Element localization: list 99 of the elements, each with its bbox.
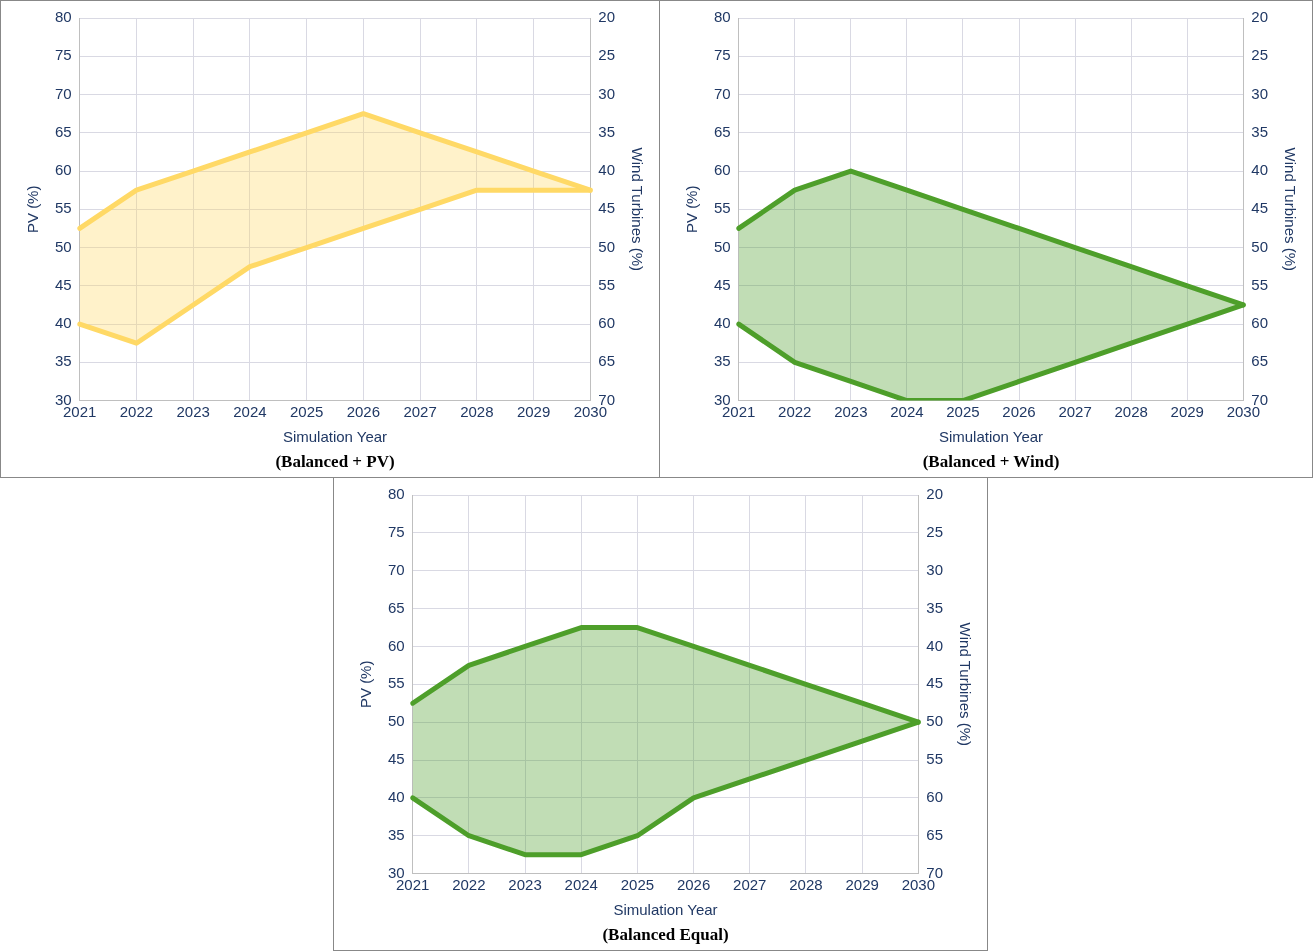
x-tick-label: 2022: [778, 402, 812, 420]
y2-tick-label: 20: [1251, 8, 1268, 26]
y-tick-label: 60: [714, 161, 731, 179]
y2-tick-label: 55: [1251, 275, 1268, 293]
x-axis-title: Simulation Year: [282, 427, 388, 445]
y-tick-label: 80: [55, 8, 72, 26]
y-tick-label: 65: [388, 598, 405, 616]
y-tick-label: 50: [55, 237, 72, 255]
text: (Balanced Equal): [602, 925, 729, 945]
y2-tick-label: 25: [1251, 46, 1268, 64]
y2-tick-label: 20: [598, 8, 615, 26]
x-tick-label: 2027: [733, 875, 767, 893]
x-tick-label: 2028: [789, 875, 823, 893]
x-tick-label: 2023: [834, 402, 868, 420]
y2-tick-label: 45: [1251, 199, 1268, 217]
y-tick-label: 55: [55, 199, 72, 217]
y2-tick-label: 55: [926, 750, 943, 768]
y2-tick-label: 40: [926, 636, 943, 654]
y2-axis-title: Wind Turbines (%): [956, 622, 974, 746]
text: (Balanced + Wind): [922, 452, 1060, 472]
y-axis-title: PV (%): [683, 185, 701, 234]
y-tick-label: 75: [714, 46, 731, 64]
y2-tick-label: 25: [598, 46, 615, 64]
x-tick-label: 2028: [460, 402, 494, 420]
y-tick-label: 70: [55, 84, 72, 102]
x-tick-label: 2027: [403, 402, 437, 420]
y2-tick-label: 70: [598, 390, 615, 408]
y2-tick-label: 60: [598, 314, 615, 332]
y2-tick-label: 35: [926, 598, 943, 616]
x-tick-label: 2026: [346, 402, 381, 420]
y2-tick-label: 40: [598, 161, 615, 179]
y2-axis-title: Wind Turbines (%): [628, 147, 646, 271]
y-tick-label: 40: [55, 314, 72, 332]
x-tick-label: 2023: [176, 402, 210, 420]
y-tick-label: 70: [388, 560, 405, 578]
y-tick-label: 55: [388, 674, 405, 692]
y-tick-label: 75: [388, 523, 405, 540]
x-axis-title: Simulation Year: [613, 900, 718, 918]
y-tick-label: 65: [55, 122, 72, 140]
y2-tick-label: 65: [926, 825, 943, 843]
y2-tick-label: 60: [1251, 314, 1268, 332]
y2-tick-label: 50: [926, 712, 943, 730]
text: (Balanced + PV): [275, 452, 395, 472]
y-axis-title: PV (%): [357, 660, 375, 709]
x-tick-label: 2026: [676, 875, 711, 893]
y-tick-label: 80: [714, 8, 731, 26]
x-tick-label: 2028: [1114, 402, 1148, 420]
x-tick-label: 2024: [890, 402, 924, 420]
y2-tick-label: 70: [1251, 390, 1268, 408]
y2-tick-label: 55: [598, 275, 615, 293]
y-tick-label: 70: [714, 84, 731, 102]
y2-tick-label: 50: [1251, 237, 1268, 255]
y-tick-label: 40: [714, 314, 731, 332]
x-tick-label: 2029: [845, 875, 879, 893]
y2-tick-label: 45: [598, 199, 615, 217]
y2-tick-label: 60: [926, 788, 943, 806]
y-axis-title: PV (%): [24, 185, 42, 234]
x-tick-label: 2022: [452, 875, 486, 893]
y2-tick-label: 45: [926, 674, 943, 692]
y-tick-label: 35: [388, 825, 405, 843]
x-tick-label: 2024: [564, 875, 598, 893]
y-tick-label: 65: [714, 122, 731, 140]
y-tick-label: 45: [55, 275, 72, 293]
y-tick-label: 40: [388, 788, 405, 806]
x-tick-label: 2029: [1170, 402, 1204, 420]
y-tick-label: 55: [714, 199, 731, 217]
y2-axis-title: Wind Turbines (%): [1281, 147, 1299, 271]
y-tick-label: 45: [714, 275, 731, 293]
y-tick-label: 45: [388, 750, 405, 768]
x-tick-label: 2023: [508, 875, 542, 893]
x-tick-label: 2027: [1058, 402, 1092, 420]
y-tick-label: 60: [55, 161, 72, 179]
x-tick-label: 2026: [1002, 402, 1036, 420]
y2-tick-label: 25: [926, 523, 943, 540]
y2-tick-label: 70: [926, 863, 943, 881]
y2-tick-label: 30: [1251, 84, 1268, 102]
y-tick-label: 75: [55, 46, 72, 64]
y2-tick-label: 65: [598, 352, 615, 370]
y2-tick-label: 65: [1251, 352, 1268, 370]
y2-tick-label: 50: [598, 237, 615, 255]
y2-tick-label: 40: [1251, 161, 1268, 179]
y2-tick-label: 35: [598, 122, 615, 140]
x-tick-label: 2029: [516, 402, 551, 420]
y-tick-label: 80: [388, 485, 405, 503]
x-tick-label: 2025: [946, 402, 980, 420]
y2-tick-label: 20: [926, 485, 943, 503]
x-tick-label: 2022: [119, 402, 154, 420]
y-tick-label: 50: [714, 237, 731, 255]
y-tick-label: 35: [714, 352, 731, 370]
x-tick-label: 2024: [233, 402, 267, 420]
x-tick-label: 2025: [620, 875, 655, 893]
x-tick-label: 2025: [289, 402, 324, 420]
y2-tick-label: 30: [926, 560, 943, 578]
y2-tick-label: 30: [598, 84, 615, 102]
y-tick-label: 35: [55, 352, 72, 370]
y2-tick-label: 35: [1251, 122, 1268, 140]
y-tick-label: 50: [388, 712, 405, 730]
y-tick-label: 60: [388, 636, 405, 654]
x-axis-title: Simulation Year: [938, 427, 1044, 445]
